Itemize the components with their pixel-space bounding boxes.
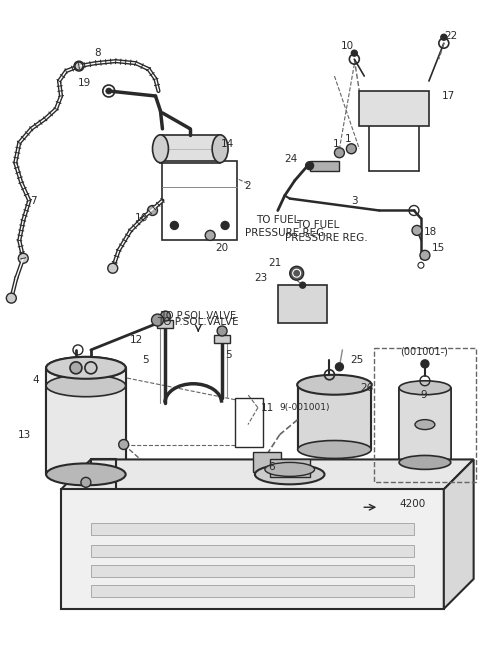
Circle shape — [160, 311, 170, 321]
Text: 9(-001001): 9(-001001) — [279, 403, 329, 412]
Text: 15: 15 — [432, 243, 445, 253]
Ellipse shape — [255, 464, 324, 484]
Polygon shape — [61, 459, 474, 489]
Ellipse shape — [265, 462, 314, 476]
Bar — [91, 585, 414, 597]
Circle shape — [108, 263, 118, 274]
Bar — [374, 348, 476, 482]
Bar — [46, 368, 126, 474]
Text: 24: 24 — [285, 154, 298, 164]
Bar — [360, 91, 429, 126]
Bar — [278, 285, 327, 323]
Bar — [399, 388, 451, 462]
Text: 6: 6 — [268, 462, 275, 472]
Circle shape — [74, 61, 84, 71]
Circle shape — [147, 205, 157, 215]
Circle shape — [335, 148, 344, 157]
Text: 23: 23 — [254, 273, 268, 283]
Bar — [310, 161, 339, 171]
Circle shape — [152, 314, 164, 326]
Circle shape — [351, 50, 357, 56]
Text: 8: 8 — [95, 48, 101, 58]
Text: 11: 11 — [261, 403, 275, 413]
Bar — [162, 161, 237, 240]
Text: PRESSURE REG.: PRESSURE REG. — [285, 234, 367, 243]
Circle shape — [119, 440, 129, 449]
Text: TO P.SOL.VALVE: TO P.SOL.VALVE — [160, 311, 236, 321]
Text: 4200: 4200 — [399, 499, 425, 509]
Circle shape — [336, 363, 343, 371]
Ellipse shape — [415, 420, 435, 430]
Text: TO FUEL: TO FUEL — [296, 220, 339, 230]
Text: 1: 1 — [333, 139, 339, 149]
Text: 17: 17 — [442, 91, 456, 101]
Bar — [214, 335, 230, 343]
Text: 20: 20 — [216, 243, 228, 253]
Text: 4: 4 — [33, 375, 39, 385]
Circle shape — [205, 230, 215, 240]
Circle shape — [106, 88, 112, 94]
Circle shape — [290, 266, 304, 280]
Text: 12: 12 — [130, 335, 144, 345]
Text: (001001-): (001001-) — [400, 347, 448, 357]
Ellipse shape — [46, 357, 126, 379]
Text: TO P.SOL.VALVE: TO P.SOL.VALVE — [157, 317, 239, 327]
Bar — [91, 545, 414, 557]
Text: 5: 5 — [225, 350, 231, 360]
Text: 14: 14 — [220, 139, 234, 149]
Polygon shape — [444, 459, 474, 609]
Text: PRESSURE REG.: PRESSURE REG. — [245, 228, 327, 238]
Ellipse shape — [212, 135, 228, 163]
Bar — [270, 459, 310, 478]
Text: 3: 3 — [351, 195, 358, 205]
Ellipse shape — [153, 135, 168, 163]
Text: 16: 16 — [135, 213, 148, 224]
Ellipse shape — [298, 441, 371, 459]
Bar — [91, 523, 414, 535]
Circle shape — [18, 253, 28, 263]
Bar — [160, 135, 220, 163]
Text: 21: 21 — [268, 258, 282, 268]
Text: 26: 26 — [360, 382, 374, 393]
Ellipse shape — [399, 380, 451, 395]
Text: 19: 19 — [78, 78, 91, 88]
Text: 9: 9 — [420, 390, 427, 400]
Text: 22: 22 — [444, 31, 457, 41]
Circle shape — [70, 362, 82, 374]
Text: 18: 18 — [424, 228, 437, 237]
Ellipse shape — [399, 455, 451, 470]
Circle shape — [306, 162, 313, 170]
Text: 2: 2 — [245, 180, 251, 191]
Text: 25: 25 — [351, 355, 364, 365]
Ellipse shape — [297, 375, 372, 395]
Ellipse shape — [46, 463, 126, 485]
Circle shape — [300, 282, 306, 288]
Circle shape — [221, 222, 229, 230]
Ellipse shape — [46, 375, 126, 397]
Text: TO FUEL: TO FUEL — [256, 215, 300, 226]
Circle shape — [421, 360, 429, 368]
Bar — [91, 565, 414, 577]
Circle shape — [412, 226, 422, 236]
Text: 13: 13 — [18, 430, 31, 440]
Polygon shape — [61, 489, 444, 609]
Bar — [253, 453, 281, 472]
Bar — [235, 398, 263, 447]
Circle shape — [85, 362, 97, 374]
Text: 7: 7 — [30, 195, 36, 205]
Text: 10: 10 — [341, 41, 354, 51]
Circle shape — [81, 478, 91, 487]
Text: 5: 5 — [142, 355, 148, 365]
Circle shape — [420, 251, 430, 260]
Circle shape — [217, 326, 227, 336]
Circle shape — [6, 293, 16, 303]
Circle shape — [347, 144, 356, 154]
Circle shape — [170, 222, 179, 230]
Bar — [298, 385, 371, 449]
Ellipse shape — [46, 357, 126, 379]
Circle shape — [441, 34, 447, 40]
Text: 1: 1 — [345, 134, 351, 144]
Bar — [157, 320, 173, 328]
